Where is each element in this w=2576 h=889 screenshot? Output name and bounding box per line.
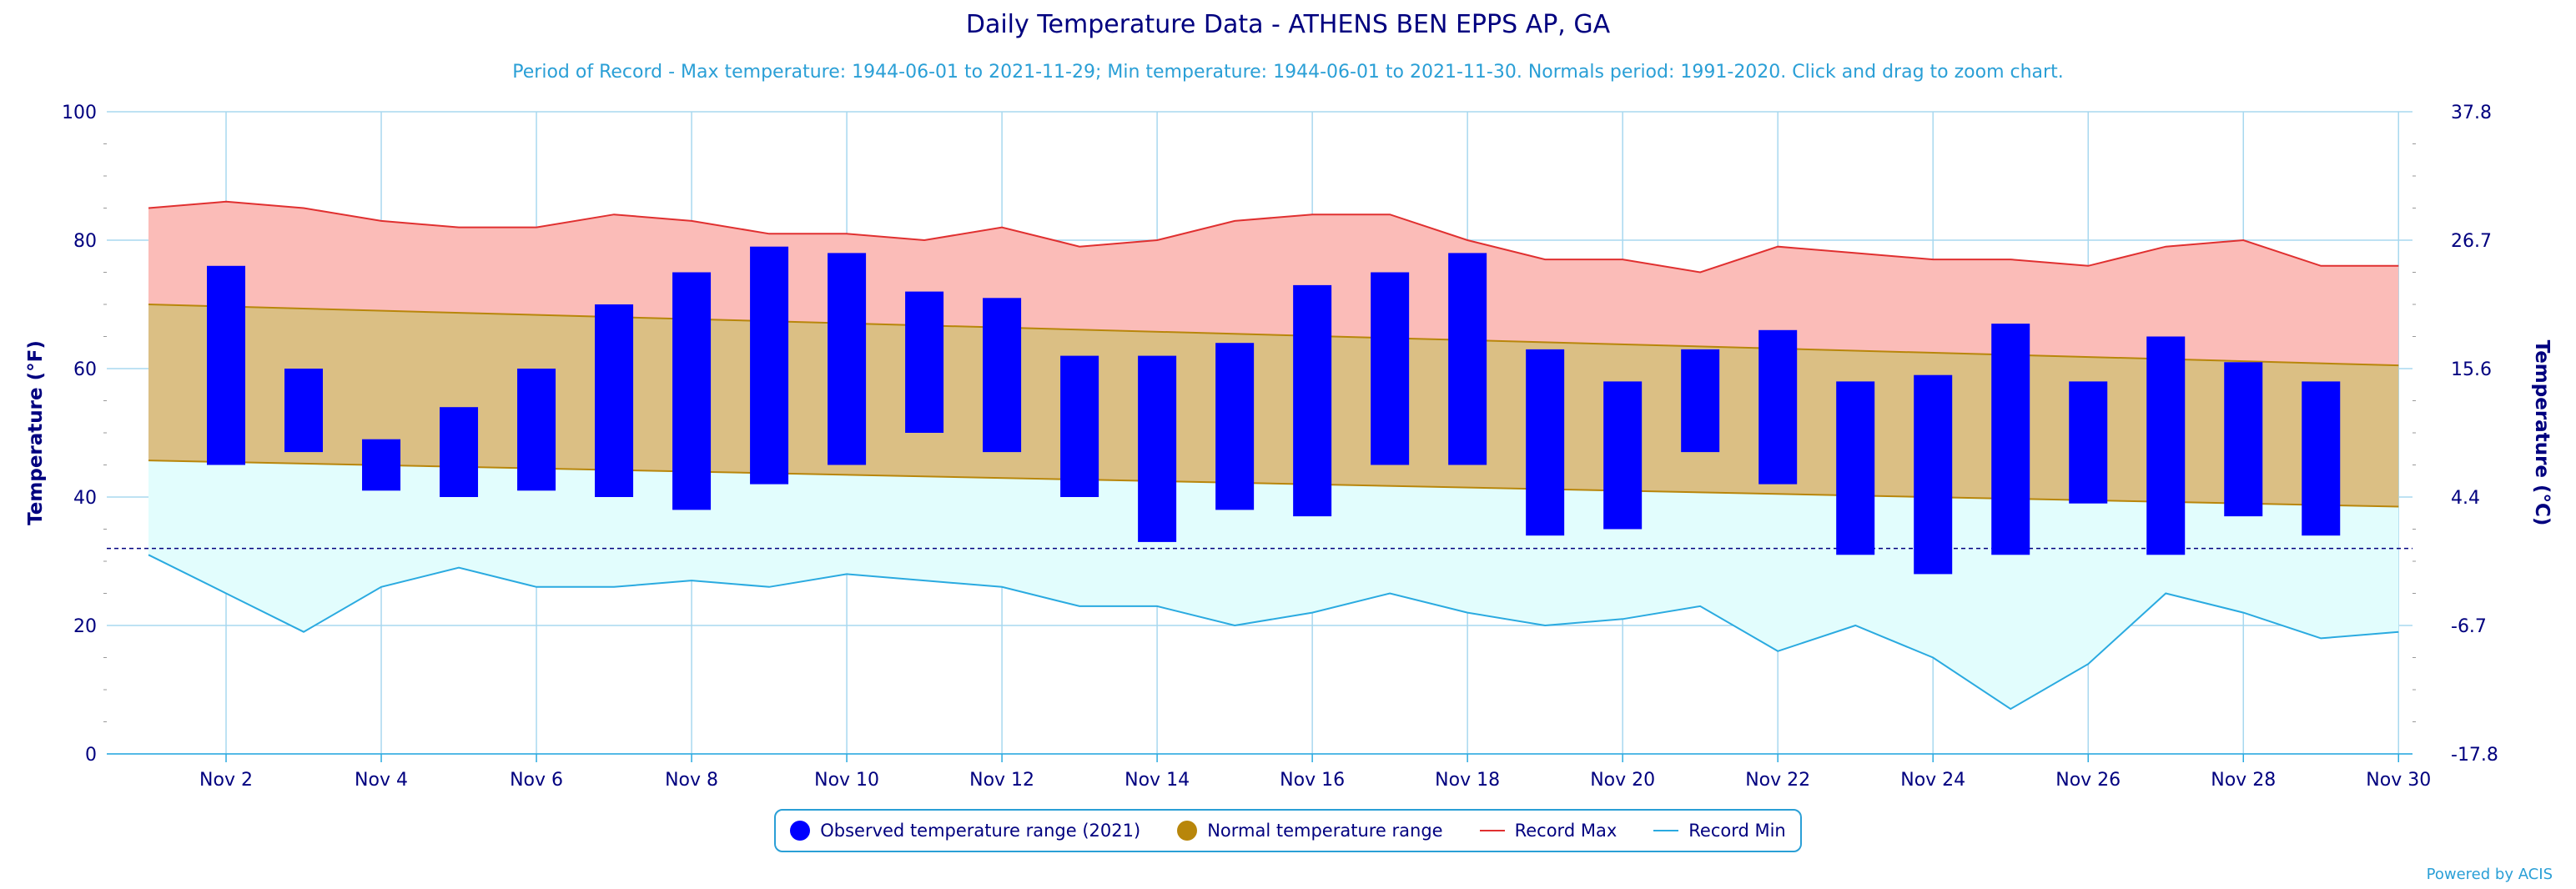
- x-tick-label: Nov 30: [2366, 770, 2431, 791]
- observed-bar: [1448, 253, 1487, 465]
- observed-bar: [1371, 272, 1410, 465]
- x-tick-label: Nov 6: [510, 770, 563, 791]
- observed-bars: [207, 246, 2341, 575]
- y-tick-label: 20: [73, 616, 97, 637]
- observed-bar: [517, 369, 556, 491]
- x-tick-label: Nov 16: [1280, 770, 1345, 791]
- legend-label-record-max: Record Max: [1514, 821, 1618, 841]
- y-axis-title: Temperature (°F): [25, 340, 47, 525]
- observed-bar: [595, 304, 634, 497]
- chart-subtitle: Period of Record - Max temperature: 1944…: [512, 62, 2064, 83]
- legend-label-observed: Observed temperature range (2021): [820, 821, 1141, 841]
- y-tick-label: 80: [73, 231, 97, 252]
- observed-bar: [983, 298, 1022, 453]
- x-tick-label: Nov 20: [1590, 770, 1655, 791]
- normal-range-band: [148, 304, 2399, 507]
- observed-bar: [672, 272, 712, 510]
- chart-title: Daily Temperature Data - ATHENS BEN EPPS…: [965, 10, 1611, 39]
- y-tick-label: 60: [73, 359, 97, 380]
- record-min-band: [148, 460, 2399, 710]
- observed-bar: [362, 439, 401, 491]
- observed-bar: [1758, 329, 1798, 485]
- y-tick-label: 100: [62, 103, 97, 123]
- observed-bar: [440, 407, 479, 497]
- x-tick-label: Nov 14: [1124, 770, 1190, 791]
- observed-bar: [1991, 324, 2030, 555]
- y-tick-label: 40: [73, 488, 97, 509]
- x-tick-label: Nov 28: [2211, 770, 2276, 791]
- x-tick-label: Nov 18: [1435, 770, 1500, 791]
- observed-bar: [2146, 336, 2186, 555]
- normal-swatch-icon: [1177, 821, 1198, 841]
- x-tick-label: Nov 4: [355, 770, 408, 791]
- legend-label-record-min: Record Min: [1688, 821, 1786, 841]
- y2-tick-label: -17.8: [2451, 745, 2498, 766]
- axes: 0 20 40 60 80 100 -17.8 -6.7 4.4 15.6 26.7 37.8 Nov …: [25, 103, 2553, 791]
- y2-axis-title: Temperature (°C): [2531, 340, 2553, 526]
- legend-item-observed[interactable]: Observed temperature range (2021): [790, 821, 1140, 841]
- observed-bar: [207, 265, 246, 465]
- y-tick-label: 0: [85, 745, 97, 766]
- record-max-line: [148, 200, 2399, 274]
- y2-tick-label: 15.6: [2451, 359, 2492, 380]
- legend: Observed temperature range (2021) Normal…: [774, 809, 1802, 852]
- record-min-line-icon: [1653, 830, 1679, 831]
- x-tick-label: Nov 26: [2055, 770, 2121, 791]
- legend-label-normal: Normal temperature range: [1207, 821, 1443, 841]
- observed-bar: [828, 253, 867, 465]
- x-tick-label: Nov 12: [969, 770, 1034, 791]
- x-tick-label: Nov 10: [814, 770, 879, 791]
- y2-tick-label: -6.7: [2451, 616, 2487, 637]
- legend-item-record-min[interactable]: Record Min: [1653, 821, 1786, 841]
- observed-bar: [1138, 355, 1177, 542]
- record-min-line: [148, 554, 2399, 711]
- legend-item-normal[interactable]: Normal temperature range: [1177, 821, 1443, 841]
- y2-tick-label: 26.7: [2451, 231, 2492, 252]
- y2-tick-label: 4.4: [2451, 488, 2480, 509]
- observed-bar: [1681, 349, 1720, 453]
- legend-item-record-max[interactable]: Record Max: [1479, 821, 1618, 841]
- observed-bar: [1836, 381, 1875, 555]
- observed-bar: [1914, 374, 1953, 575]
- record-max-band: [148, 201, 2399, 366]
- observed-bar: [1603, 381, 1643, 530]
- observed-bar: [1060, 355, 1099, 497]
- observed-bar: [750, 246, 789, 485]
- observed-swatch-icon: [790, 821, 811, 841]
- x-tick-label: Nov 22: [1745, 770, 1810, 791]
- observed-bar: [2224, 362, 2263, 517]
- fill-layer: [107, 201, 2412, 710]
- y2-tick-label: 37.8: [2451, 103, 2492, 123]
- observed-bar: [905, 291, 944, 433]
- x-tick-label: Nov 24: [1900, 770, 1965, 791]
- record-max-line-icon: [1479, 830, 1505, 831]
- x-tick-label: Nov 2: [199, 770, 253, 791]
- observed-bar: [2069, 381, 2108, 504]
- record-lines: [148, 200, 2399, 711]
- observed-bar: [1215, 343, 1255, 510]
- observed-bar: [2302, 381, 2341, 536]
- observed-bar: [1293, 284, 1332, 517]
- observed-bar: [1526, 349, 1565, 536]
- acis-credit-link[interactable]: Powered by ACIS: [2426, 866, 2553, 883]
- x-tick-label: Nov 8: [665, 770, 718, 791]
- observed-bar: [284, 369, 324, 453]
